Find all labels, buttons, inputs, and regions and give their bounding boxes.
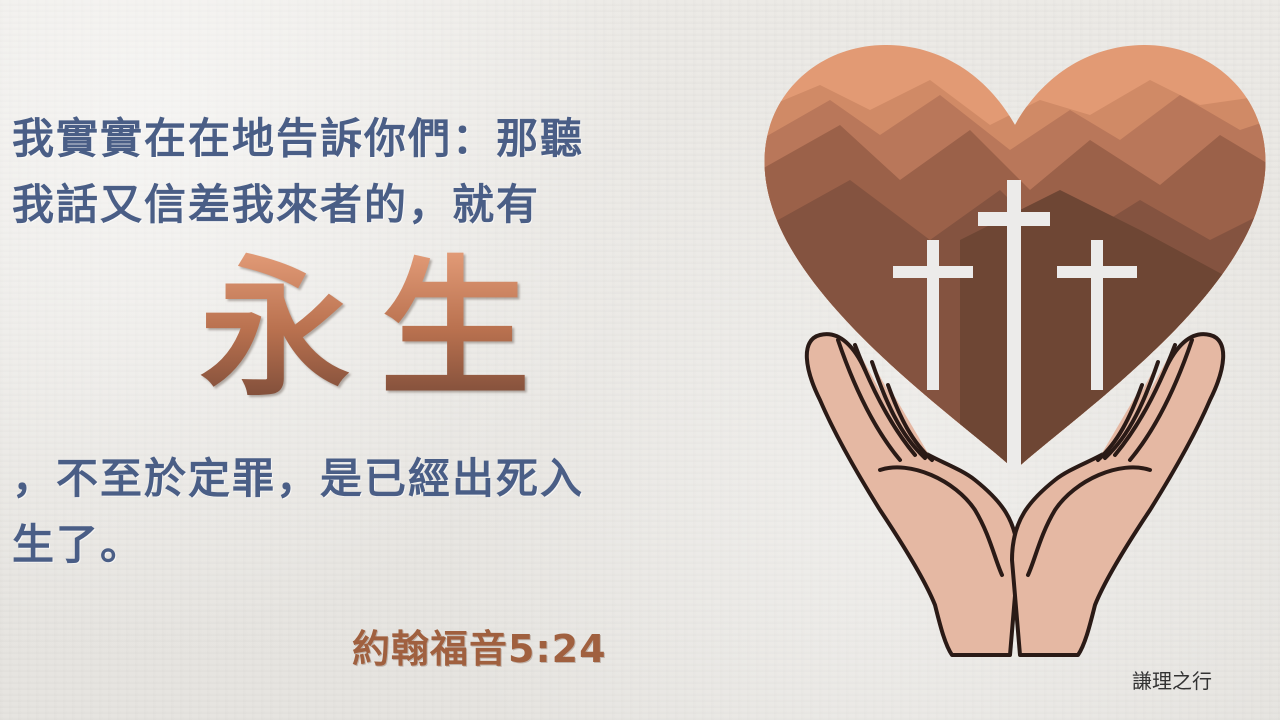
- scripture-reference: 約翰福音5:24: [352, 627, 607, 671]
- verse-line-1: 我實實在在地告訴你們：那聽: [12, 114, 585, 163]
- heart-hands-illustration: [764, 45, 1266, 657]
- verse-top: 我實實在在地告訴你們：那聽 我話又信差我來者的，就有: [12, 106, 772, 238]
- verse-bottom: ，不至於定罪，是已經出死入 生了。: [12, 446, 772, 578]
- open-hands-icon: [804, 332, 1226, 657]
- highlight-word: 永生: [200, 240, 560, 420]
- verse-line-4: 生了。: [12, 520, 145, 569]
- verse-line-2: 我話又信差我來者的，就有: [12, 180, 541, 229]
- three-crosses-icon: [893, 180, 1137, 470]
- author-signature: 謙理之行: [1132, 669, 1212, 693]
- verse-line-3: ，不至於定罪，是已經出死入: [12, 454, 585, 503]
